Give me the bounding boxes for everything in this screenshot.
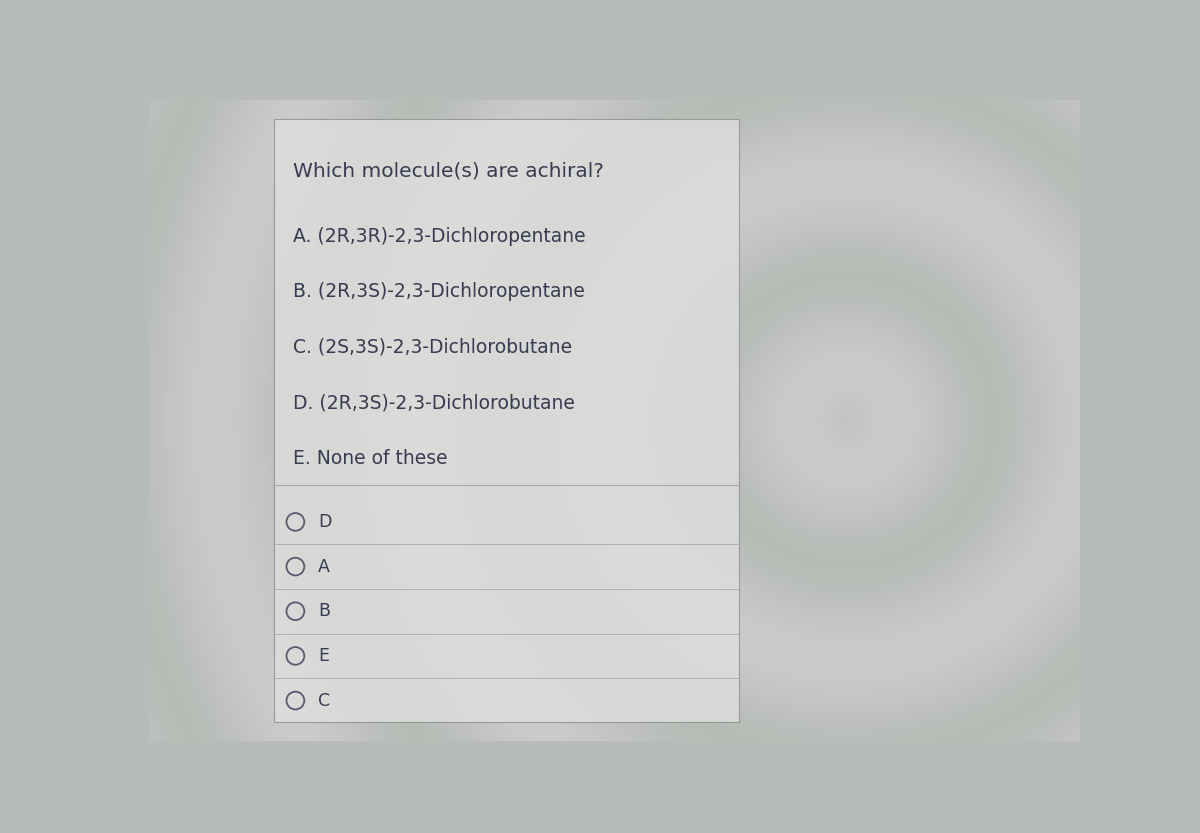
Text: B: B [318, 602, 330, 621]
Text: C. (2S,3S)-2,3-Dichlorobutane: C. (2S,3S)-2,3-Dichlorobutane [293, 338, 572, 357]
Text: Which molecule(s) are achiral?: Which molecule(s) are achiral? [293, 162, 604, 181]
Text: E: E [318, 647, 329, 665]
Bar [274, 119, 739, 722]
Text: A. (2R,3R)-2,3-Dichloropentane: A. (2R,3R)-2,3-Dichloropentane [293, 227, 586, 246]
Text: E. None of these: E. None of these [293, 449, 448, 468]
Text: D. (2R,3S)-2,3-Dichlorobutane: D. (2R,3S)-2,3-Dichlorobutane [293, 393, 575, 412]
Text: C: C [318, 691, 330, 710]
Text: B. (2R,3S)-2,3-Dichloropentane: B. (2R,3S)-2,3-Dichloropentane [293, 282, 584, 302]
Text: D: D [318, 513, 331, 531]
Text: A: A [318, 557, 330, 576]
